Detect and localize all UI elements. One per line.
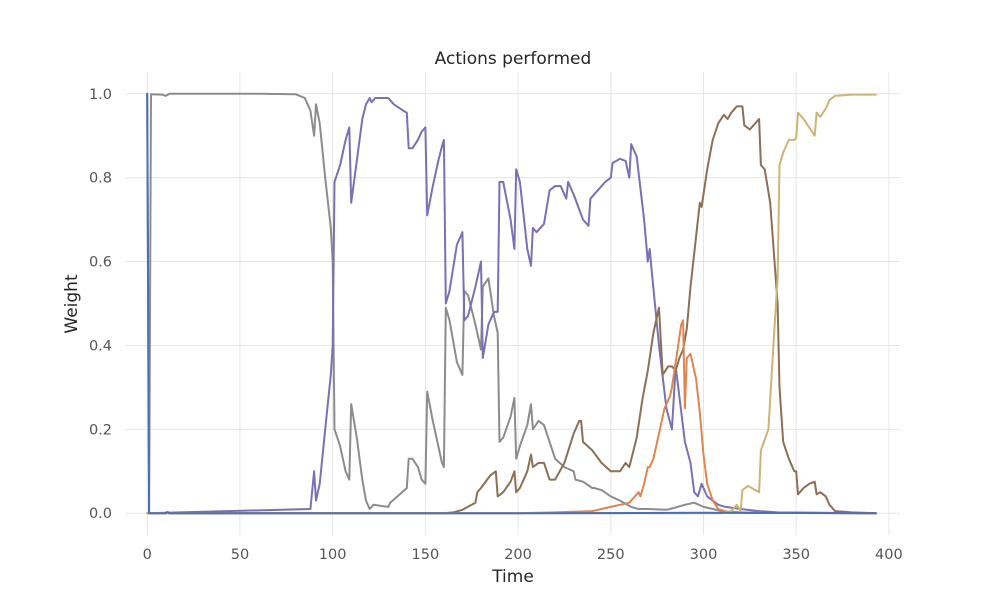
y-tick-label: 0.0 (89, 506, 112, 522)
series-line-2 (146, 97, 877, 515)
y-tick-label: 1.0 (89, 87, 112, 103)
series-lines (146, 92, 877, 515)
x-tick-label: 0 (143, 547, 152, 563)
x-tick-label: 250 (597, 547, 625, 563)
series-line-5 (146, 93, 877, 515)
x-axis-label: Time (491, 567, 534, 587)
y-tick-label: 0.8 (89, 171, 112, 187)
series-line-3 (146, 105, 877, 515)
chart-title: Actions performed (435, 49, 592, 69)
series-line-1 (146, 92, 877, 515)
x-tick-label: 150 (412, 547, 440, 563)
y-gridlines (125, 93, 900, 514)
y-tick-labels: 0.0 0.2 0.4 0.6 0.8 1.0 (89, 87, 112, 522)
y-tick-label: 0.2 (89, 422, 112, 438)
y-tick-label: 0.4 (89, 338, 112, 354)
x-tick-labels: 0 50 100 150 200 250 300 350 400 (143, 547, 903, 563)
y-axis-label: Weight (62, 274, 82, 334)
series-line-4 (146, 319, 877, 515)
y-tick-label: 0.6 (89, 255, 112, 271)
x-tick-label: 100 (319, 547, 347, 563)
x-tick-label: 50 (231, 547, 249, 563)
x-tick-label: 400 (875, 547, 903, 563)
x-tick-label: 300 (690, 547, 718, 563)
series-line-6 (146, 92, 877, 515)
x-tick-label: 200 (504, 547, 532, 563)
x-tick-label: 350 (782, 547, 810, 563)
